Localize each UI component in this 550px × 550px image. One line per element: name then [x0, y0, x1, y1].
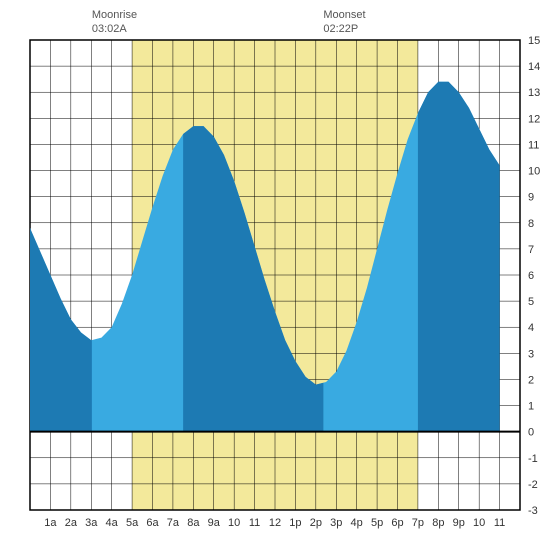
y-tick-label: 3	[528, 348, 534, 360]
y-tick-label: -3	[528, 505, 538, 517]
x-tick-label: 9p	[453, 517, 465, 529]
x-tick-label: 1a	[44, 517, 57, 529]
x-tick-label: 7p	[412, 517, 424, 529]
y-tick-label: 15	[528, 35, 540, 47]
x-tick-label: 8p	[432, 517, 444, 529]
x-tick-label: 2a	[65, 517, 78, 529]
x-tick-label: 12	[269, 517, 281, 529]
x-tick-label: 10	[473, 517, 485, 529]
y-tick-label: 0	[528, 427, 534, 439]
y-tick-label: 11	[528, 139, 539, 151]
x-tick-label: 6a	[146, 517, 159, 529]
y-tick-label: -1	[528, 453, 538, 465]
x-tick-label: 4a	[106, 517, 119, 529]
x-tick-label: 6p	[391, 517, 403, 529]
moonset-label: Moonset	[323, 9, 365, 21]
x-tick-label: 11	[249, 517, 260, 529]
x-tick-label: 3a	[85, 517, 98, 529]
x-tick-label: 5p	[371, 517, 383, 529]
x-tick-label: 8a	[187, 517, 200, 529]
y-tick-label: 4	[528, 322, 534, 334]
x-tick-label: 10	[228, 517, 240, 529]
x-tick-label: 1p	[289, 517, 301, 529]
x-tick-label: 9a	[208, 517, 221, 529]
y-tick-label: 14	[528, 61, 540, 73]
moonrise-time: 03:02A	[92, 23, 128, 35]
x-tick-label: 11	[494, 517, 505, 529]
x-tick-label: 4p	[351, 517, 363, 529]
y-tick-label: 1	[528, 401, 534, 413]
x-tick-label: 7a	[167, 517, 180, 529]
y-tick-label: 6	[528, 270, 534, 282]
moonrise-label: Moonrise	[92, 9, 137, 21]
y-tick-label: 13	[528, 87, 540, 99]
moonset-time: 02:22P	[323, 23, 358, 35]
y-tick-label: 9	[528, 192, 534, 204]
x-tick-label: 5a	[126, 517, 139, 529]
y-tick-label: 8	[528, 218, 534, 230]
y-tick-label: 7	[528, 244, 534, 256]
x-tick-label: 2p	[310, 517, 322, 529]
y-tick-label: -2	[528, 479, 538, 491]
y-tick-label: 12	[528, 113, 540, 125]
x-tick-label: 3p	[330, 517, 342, 529]
y-tick-label: 5	[528, 296, 534, 308]
y-tick-label: 2	[528, 374, 534, 386]
tide-chart: -3-2-101234567891011121314151a2a3a4a5a6a…	[0, 0, 550, 550]
y-tick-label: 10	[528, 166, 540, 178]
